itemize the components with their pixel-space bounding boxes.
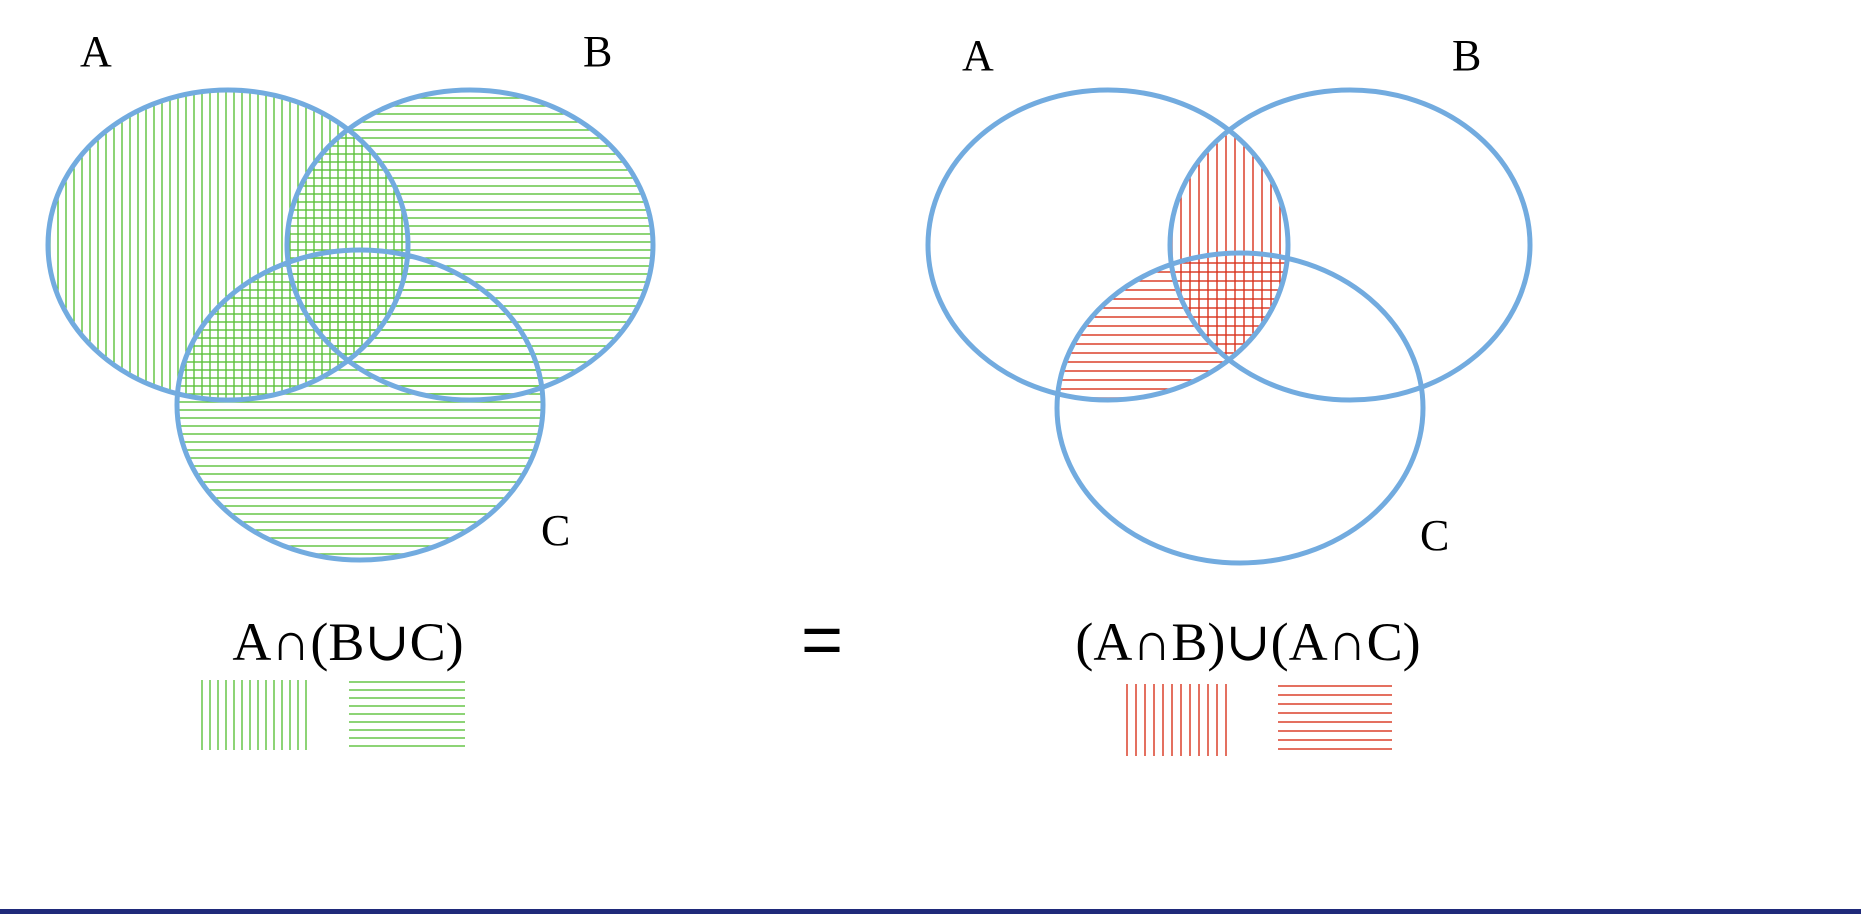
right-legend-vertical-swatch: [1119, 684, 1231, 756]
left-label-a: A: [80, 27, 112, 76]
right-label-a: A: [962, 31, 994, 80]
right-formula: (A∩B)∪(A∩C): [1075, 612, 1420, 672]
left-legend-vertical-swatch: [196, 680, 308, 750]
right-set-a-outline: [925, 87, 1291, 403]
left-venn: A B C: [45, 27, 656, 563]
bottom-divider: [0, 909, 1861, 914]
equals-sign: =: [801, 600, 843, 680]
left-label-b: B: [583, 27, 612, 76]
left-set-a-outline: [45, 87, 411, 403]
right-label-b: B: [1452, 31, 1481, 80]
left-set-b-outline: [284, 87, 656, 403]
left-set-c-outline: [174, 247, 546, 563]
left-label-c: C: [541, 506, 570, 555]
right-venn: A B C: [925, 31, 1533, 566]
right-a-and-c-hatch: [1057, 253, 1288, 400]
right-legend-horizontal-swatch: [1278, 684, 1392, 756]
left-formula: A∩(B∪C): [232, 612, 463, 672]
right-set-b-outline: [1167, 87, 1533, 403]
left-legend-horizontal-swatch: [349, 680, 465, 750]
right-set-c-outline: [1054, 250, 1426, 566]
left-set-c-hatch: [177, 250, 543, 560]
right-label-c: C: [1420, 511, 1449, 560]
